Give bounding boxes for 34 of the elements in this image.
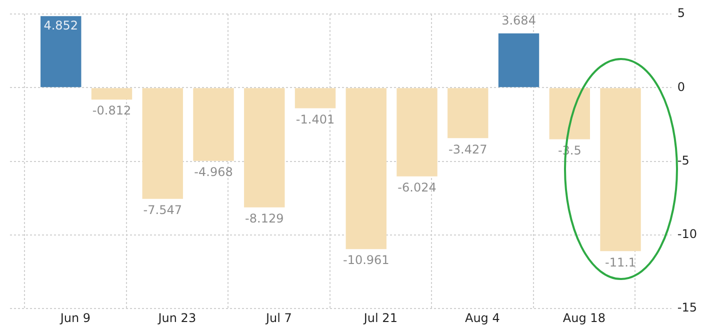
- bar: [294, 88, 336, 108]
- data-label: 4.852: [44, 18, 78, 32]
- x-tick-label: Jul 7: [264, 310, 292, 325]
- bar: [498, 33, 540, 88]
- bar: [91, 88, 132, 100]
- data-label: -6.024: [398, 180, 436, 195]
- x-tick-label: Jun 23: [157, 310, 196, 325]
- x-tick-label: Jun 9: [59, 310, 91, 325]
- y-tick-label: 0: [677, 80, 686, 94]
- y-tick-label: -10: [677, 227, 698, 242]
- data-label: -8.129: [245, 212, 284, 226]
- x-tick-label: Aug 4: [464, 310, 500, 325]
- data-label: -10.961: [342, 253, 390, 268]
- bar: [142, 88, 183, 199]
- bar: [40, 16, 82, 88]
- bar: [346, 88, 386, 250]
- data-label: -3.427: [448, 142, 488, 156]
- data-label: -7.547: [143, 202, 182, 217]
- y-tick-label: 5: [677, 6, 686, 20]
- bar: [244, 88, 285, 208]
- bar: [396, 88, 438, 176]
- x-tick-label: Jul 21: [362, 310, 398, 325]
- bar: [448, 88, 488, 138]
- data-label: -1.401: [296, 112, 335, 126]
- y-tick-label: -15: [677, 300, 698, 315]
- bar: [600, 88, 641, 252]
- x-tick-label: Aug 18: [562, 310, 606, 325]
- bar: [193, 88, 234, 161]
- data-label: -4.968: [194, 164, 233, 179]
- data-label: -0.812: [92, 104, 132, 118]
- bar: [549, 88, 590, 140]
- data-label: -11.1: [604, 255, 636, 270]
- y-tick-label: -5: [677, 153, 690, 168]
- data-label: 3.684: [502, 14, 536, 28]
